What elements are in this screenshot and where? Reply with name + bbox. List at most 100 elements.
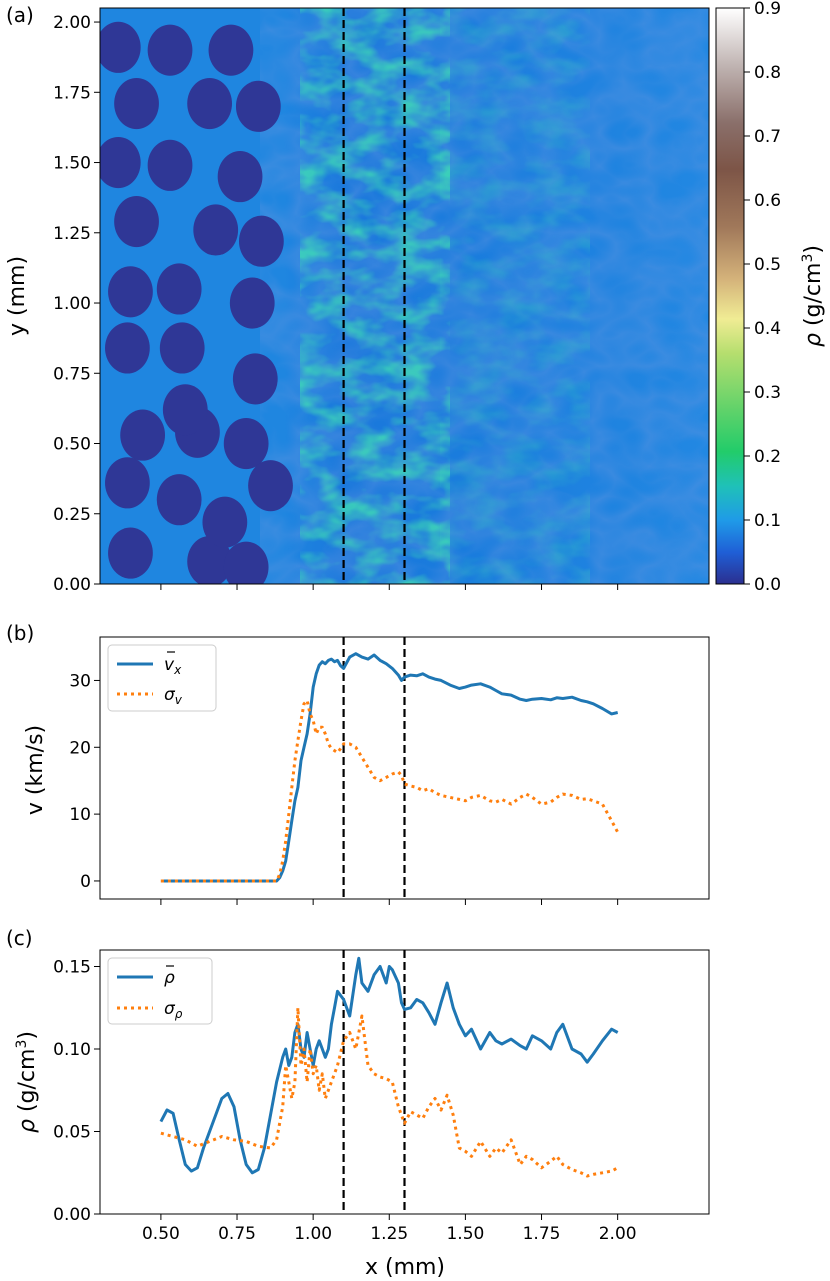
colorbar-tick-label: 0.3: [754, 383, 781, 403]
y-tick-label: 10: [69, 805, 91, 825]
y-tick-label: 0: [80, 872, 91, 892]
particle: [223, 417, 269, 470]
legend-vx-base: v: [164, 655, 175, 675]
y-tick-label: 2.00: [53, 13, 91, 33]
y-ticks-c: 0.00 0.05 0.10 0.15: [53, 958, 100, 1225]
y-tick-label: 0.75: [53, 364, 91, 384]
legend-entry-sigmarho: σρ: [164, 999, 183, 1021]
x-tick-label: 0.50: [142, 1224, 180, 1244]
legend-sigmarho-base: σ: [164, 999, 176, 1019]
x-ticks-c: 0.50 0.75 1.00 1.25 1.50 1.75 2.00: [142, 1214, 637, 1244]
particle: [105, 457, 150, 509]
y-axis-label-c: ρ (g/cm3): [14, 1031, 40, 1133]
panel-label-c: (c): [6, 926, 33, 950]
series-c: [159, 956, 619, 1178]
particle: [232, 353, 278, 405]
x-axis-label: x (mm): [365, 1255, 445, 1280]
legend-sigmarho-sub: ρ: [175, 1007, 183, 1021]
particle: [159, 322, 205, 374]
vlines-c: [342, 950, 406, 1214]
colorbar-tick-label: 0.1: [754, 511, 781, 531]
y-tick-label: 0.10: [53, 1040, 91, 1060]
particle: [187, 77, 233, 130]
colorbar-tick-label: 0.0: [754, 575, 781, 595]
y-tick-label: 0.00: [53, 575, 91, 595]
x-tick-label: 0.75: [218, 1224, 256, 1244]
panel-label-a: (a): [6, 3, 34, 27]
particle: [248, 460, 293, 512]
vlines-a: [342, 8, 406, 584]
y-axis-label-c-symbol: ρ: [15, 1119, 40, 1133]
particle: [156, 263, 202, 315]
colorbar-tick-label: 0.8: [754, 63, 781, 83]
colorbar-tick-label: 0.9: [754, 0, 781, 19]
particle: [156, 474, 202, 526]
particle: [239, 215, 284, 267]
vlines-b: [342, 637, 406, 899]
particle: [162, 384, 208, 436]
particle: [100, 21, 141, 73]
y-axis-label-c-text: (g/cm: [15, 1049, 40, 1119]
particle: [193, 204, 239, 256]
y-tick-label: 0.00: [53, 1205, 91, 1225]
colorbar-tick-label: 0.5: [754, 255, 781, 275]
x-tick-label: 1.50: [446, 1224, 484, 1244]
y-tick-label: 0.50: [53, 435, 91, 455]
legend-entry-rho: ρ: [164, 968, 175, 988]
y-tick-label: 1.00: [53, 294, 91, 314]
y-tick-label: 1.50: [53, 154, 91, 174]
series-b: [160, 652, 620, 883]
particle: [105, 322, 150, 374]
legend-box-c: [107, 957, 213, 1025]
particle: [229, 277, 275, 329]
mixing-texture-light: [440, 8, 590, 584]
legend-entry-sigmav: σv: [164, 685, 183, 707]
legend-sigmav-base: σ: [164, 685, 176, 705]
particle: [217, 151, 263, 203]
y-tick-label: 20: [69, 738, 91, 758]
legend-c: ρ σρ: [107, 957, 213, 1025]
particle: [147, 24, 193, 76]
particle: [100, 136, 141, 189]
series-line-rho-mean: [159, 956, 619, 1175]
colorbar-tick-label: 0.6: [754, 191, 781, 211]
x-tick-label: 1.75: [523, 1224, 561, 1244]
particle: [108, 527, 153, 579]
legend-entry-vx: vx: [164, 655, 182, 677]
particle: [120, 409, 166, 461]
legend-vx-sub: x: [173, 663, 182, 677]
particle: [108, 266, 153, 318]
y-axis-label-b: v (km/s): [23, 725, 48, 815]
x-tick-label: 1.25: [370, 1224, 408, 1244]
colorbar-label: ρ (g/cm3): [800, 245, 826, 347]
x-ticks-b: [160, 899, 619, 905]
colorbar-tick-label: 0.2: [754, 447, 781, 467]
legend-rho-base: ρ: [164, 968, 175, 988]
y-tick-label: 1.75: [53, 83, 91, 103]
colorbar: [715, 7, 745, 585]
particle: [208, 24, 254, 76]
colorbar-label-text: (g/cm: [801, 263, 826, 333]
panel-c: 0.00 0.05 0.10 0.15 0.50 0.75 1.00 1.25 1.50 1.7…: [6, 926, 710, 1280]
particle: [223, 541, 269, 584]
colorbar-label-symbol: ρ: [801, 333, 826, 347]
y-tick-label: 0.05: [53, 1123, 91, 1143]
x-tick-label: 2.00: [599, 1224, 637, 1244]
y-ticks-a: 0.00 0.25 0.50 0.75 1.00 1.25 1.50 1.75 2.00: [53, 13, 100, 595]
colorbar-tick-label: 0.4: [754, 319, 781, 339]
particle: [202, 496, 248, 548]
particle: [235, 80, 281, 132]
particle: [114, 77, 159, 130]
x-tick-label: 1.00: [294, 1224, 332, 1244]
legend-b: vx σv: [107, 644, 217, 712]
y-tick-label: 1.25: [53, 224, 91, 244]
colorbar-label-close: ): [801, 245, 826, 254]
colorbar-tick-label: 0.7: [754, 127, 781, 147]
particle-field: [100, 21, 293, 584]
y-tick-label: 0.15: [53, 958, 91, 978]
particle: [187, 535, 232, 584]
y-tick-label: 0.25: [53, 505, 91, 525]
y-tick-label: 30: [69, 671, 91, 691]
